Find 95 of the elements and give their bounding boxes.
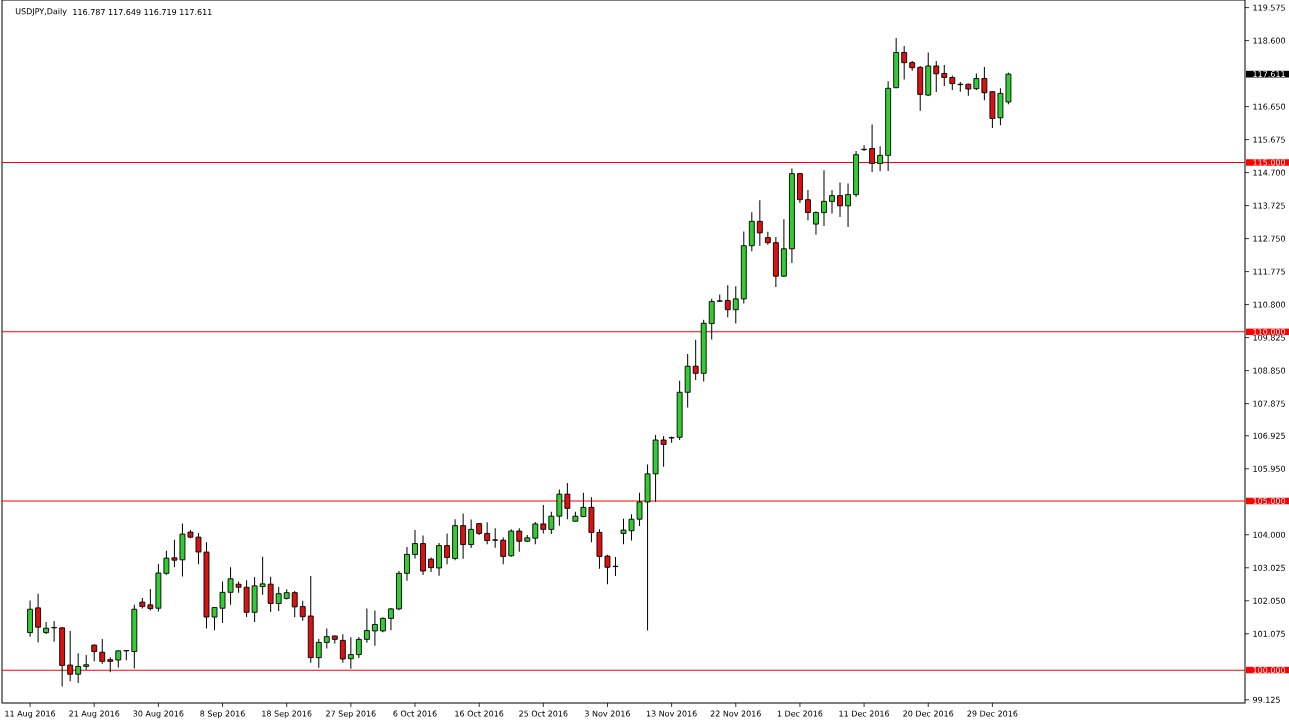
candlestick — [837, 181, 843, 218]
candlestick — [468, 519, 475, 549]
candlestick — [347, 636, 354, 670]
y-tick-label: 106.925 — [1253, 432, 1285, 439]
candlestick — [371, 610, 378, 647]
x-tick-label: 11 Dec 2016 — [839, 710, 890, 717]
candlestick — [821, 169, 827, 227]
candlestick — [444, 532, 451, 565]
candlestick — [27, 599, 34, 638]
candlestick — [516, 527, 523, 553]
candlestick — [436, 542, 442, 577]
y-tick-label: 105.950 — [1253, 465, 1286, 472]
candlestick — [355, 636, 362, 659]
y-tick-label: 118.600 — [1253, 37, 1286, 44]
y-tick-label: 114.700 — [1253, 169, 1286, 176]
candlestick — [275, 586, 282, 612]
x-tick-label: 21 Aug 2016 — [69, 710, 120, 719]
text: USDJPY,Daily — [15, 8, 67, 16]
candlestick — [764, 231, 771, 246]
x-tick-label: 3 Nov 2016 — [585, 710, 631, 717]
ref-line-label: 100.000 — [1253, 667, 1286, 674]
candlestick — [315, 638, 322, 669]
text: 116.787 117.649 116.719 117.611 — [73, 8, 212, 16]
x-tick-label: 6 Oct 2016 — [393, 710, 437, 717]
candlestick — [556, 488, 563, 527]
y-tick-label: 101.075 — [1253, 630, 1285, 637]
y-tick-label: 119.575 — [1253, 4, 1285, 11]
x-tick-label: 27 Sep 2016 — [326, 710, 376, 719]
candlestick — [43, 621, 50, 635]
y-tick-label: 103.025 — [1253, 564, 1285, 571]
candlestick — [724, 284, 731, 318]
x-tick-label: 30 Aug 2016 — [133, 710, 184, 719]
x-tick-label: 25 Oct 2016 — [519, 710, 568, 717]
candlestick — [67, 630, 74, 682]
candlestick — [291, 590, 298, 618]
candlestick — [460, 512, 467, 560]
candlestick — [805, 189, 811, 221]
candlestick — [692, 339, 699, 381]
x-tick-label: 22 Nov 2016 — [710, 710, 761, 717]
candlestick — [957, 81, 964, 93]
x-tick-label: 13 Nov 2016 — [646, 710, 697, 717]
candlestick — [941, 64, 948, 87]
candlestick — [708, 298, 715, 340]
candlestick — [532, 521, 539, 545]
y-tick-label: 109.825 — [1253, 334, 1285, 341]
x-tick-label: 18 Sep 2016 — [262, 710, 312, 719]
candlestick — [861, 144, 868, 152]
candlestick — [99, 638, 106, 665]
candlestick — [901, 45, 908, 81]
candlestick — [564, 482, 571, 520]
x-tick-label: 16 Oct 2016 — [455, 710, 504, 717]
candlestick — [51, 620, 58, 643]
text: 117.611 — [1253, 71, 1285, 78]
candlestick — [877, 145, 884, 172]
x-tick-label: 1 Dec 2016 — [777, 710, 823, 717]
y-tick-label: 102.050 — [1253, 597, 1286, 604]
x-tick-label: 8 Sep 2016 — [200, 710, 245, 719]
ref-line-label: 105.000 — [1253, 497, 1286, 504]
x-tick-label: 20 Dec 2016 — [903, 710, 954, 717]
x-tick-label: 29 Dec 2016 — [967, 710, 1018, 717]
y-tick-label: 111.775 — [1253, 268, 1285, 275]
candlestick — [756, 199, 763, 247]
candlestick — [933, 60, 940, 93]
candlestick — [540, 504, 547, 534]
x-tick-label: 11 Aug 2016 — [5, 710, 56, 719]
y-tick-label: 115.675 — [1253, 136, 1285, 143]
y-tick-label: 104.000 — [1253, 531, 1286, 538]
candlestick — [484, 521, 491, 545]
candlestick — [548, 511, 555, 535]
y-tick-label: 113.725 — [1253, 202, 1285, 209]
candlestick — [339, 633, 346, 664]
ref-line-label: 115.000 — [1253, 159, 1286, 166]
candlestick — [845, 182, 851, 228]
y-tick-label: 110.800 — [1253, 301, 1286, 308]
candlestick — [813, 210, 819, 236]
candlestick — [492, 527, 499, 549]
candlestick — [500, 536, 507, 565]
ref-line-label: 110.000 — [1253, 328, 1286, 335]
candlestick — [323, 628, 330, 650]
candlestick — [75, 652, 82, 684]
candlestick — [732, 285, 739, 325]
candlestick — [147, 588, 154, 612]
y-tick-label: 107.875 — [1253, 400, 1285, 407]
y-tick-label: 112.750 — [1253, 235, 1286, 242]
candlestick — [299, 600, 306, 622]
y-tick-label: 108.850 — [1253, 367, 1286, 374]
candlestick — [363, 608, 370, 644]
y-tick-label: 116.650 — [1253, 103, 1286, 110]
candlestick — [412, 529, 418, 559]
candlestick — [829, 189, 835, 215]
candlestick — [267, 576, 274, 613]
candlestick — [869, 124, 876, 173]
y-tick-label: 99.125 — [1253, 696, 1280, 703]
candlestick — [404, 546, 410, 582]
candlestick — [35, 593, 42, 643]
